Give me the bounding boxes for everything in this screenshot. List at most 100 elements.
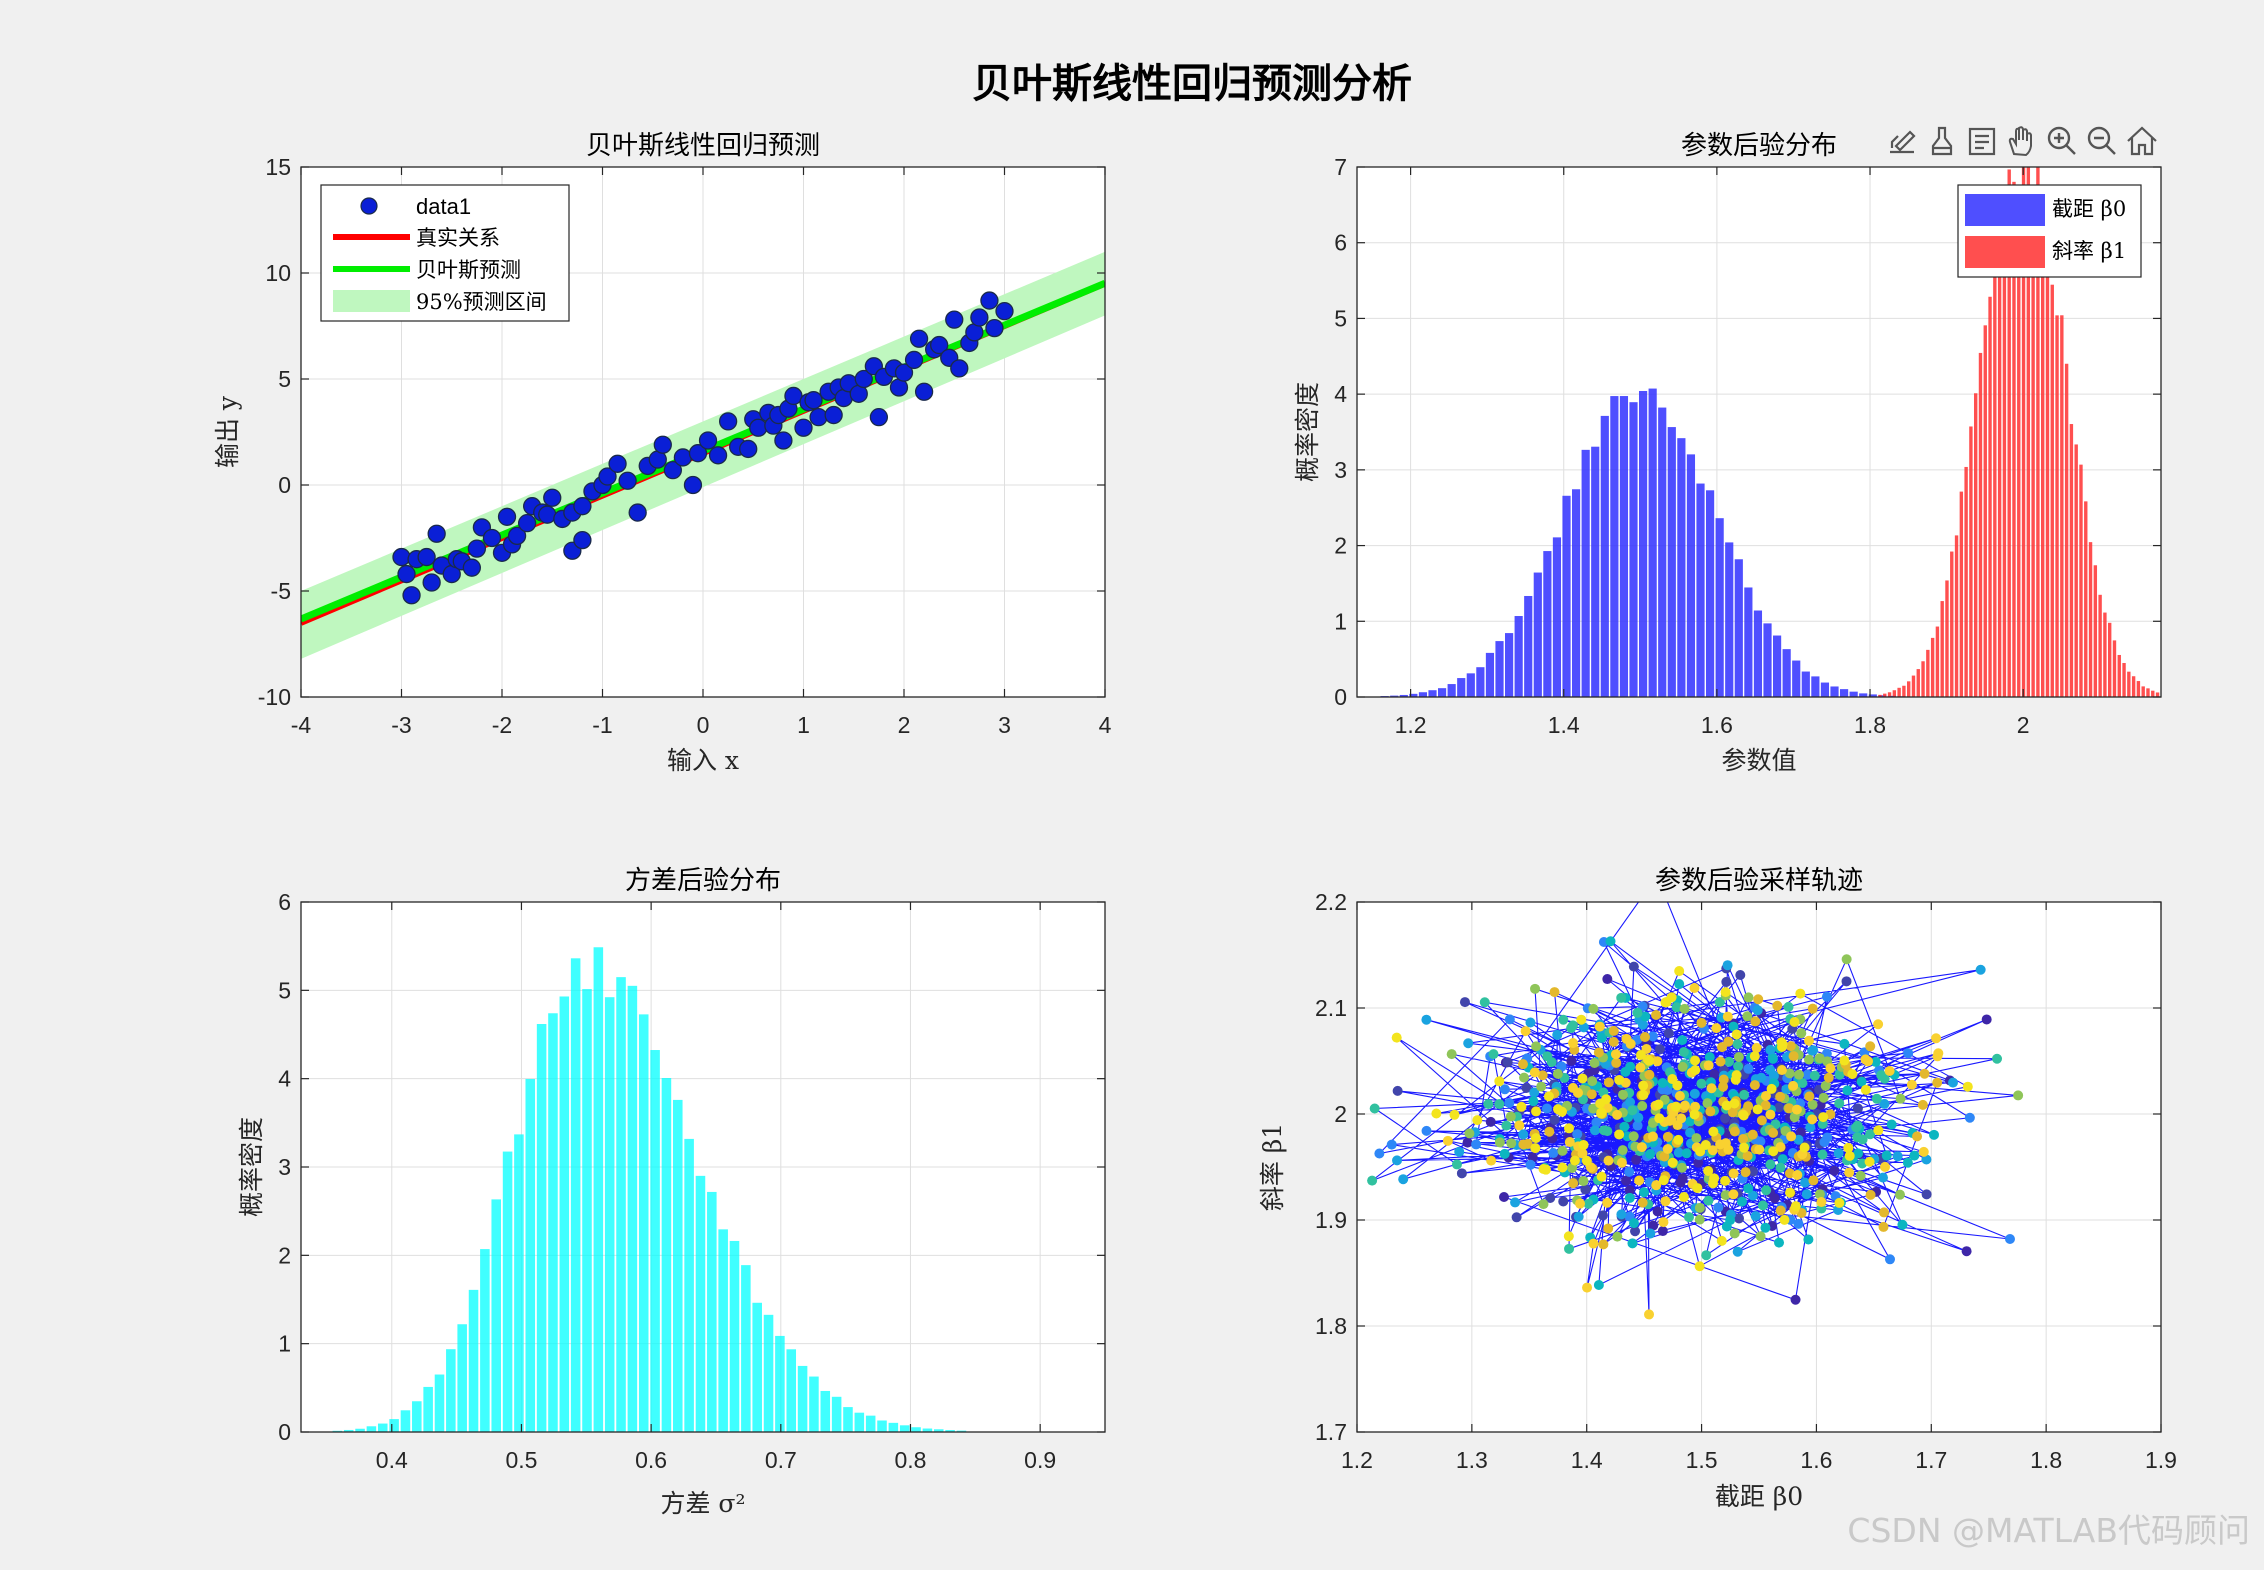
variance-hist-bar bbox=[548, 1013, 558, 1432]
axes-variance-posterior[interactable]: 0.4 0.5 0.6 0.7 0.8 0.9 0 1 2 3 4 5 6 方差后验分布 方差 σ² 概… bbox=[237, 866, 1106, 1518]
variance-hist-bar bbox=[741, 1265, 751, 1432]
trace-sample-point bbox=[1563, 1231, 1574, 1242]
intercept-hist-bar bbox=[1696, 483, 1705, 697]
trace-sample-point bbox=[1919, 1068, 1930, 1079]
x-tick-label: 1.8 bbox=[1854, 712, 1886, 738]
slope-hist-bar bbox=[1950, 551, 1954, 697]
x-tick-label: 1.9 bbox=[2145, 1447, 2177, 1473]
trace-sample-point bbox=[1610, 1049, 1621, 1060]
data-point bbox=[397, 564, 416, 584]
trace-sample-point bbox=[1876, 1070, 1887, 1081]
trace-sample-point bbox=[1517, 1059, 1528, 1070]
intercept-hist-bar bbox=[1849, 691, 1858, 697]
y-tick-label: -5 bbox=[271, 578, 291, 604]
trace-sample-point bbox=[1590, 1125, 1601, 1136]
trace-sample-point bbox=[1647, 1131, 1658, 1142]
slope-hist-bar bbox=[2079, 464, 2083, 697]
trace-sample-point bbox=[1674, 1091, 1685, 1102]
param-xlabel: 参数值 bbox=[1721, 746, 1796, 775]
slope-hist-bar bbox=[2084, 501, 2088, 697]
trace-sample-point bbox=[1757, 1200, 1768, 1211]
data-point bbox=[653, 435, 672, 454]
trace-sample-point bbox=[1520, 1026, 1531, 1037]
x-tick-label: 1 bbox=[797, 712, 810, 738]
trace-sample-point bbox=[1451, 1159, 1462, 1170]
trace-sample-point bbox=[1839, 1038, 1850, 1049]
x-tick-label: 0.8 bbox=[894, 1447, 926, 1473]
data-point bbox=[970, 308, 989, 327]
data-point bbox=[543, 488, 562, 507]
trace-sample-point bbox=[1386, 1139, 1397, 1150]
trace-sample-point bbox=[1608, 1025, 1619, 1036]
intercept-hist-bar bbox=[1782, 649, 1791, 697]
prediction-ylabel: 输出 y bbox=[213, 395, 242, 468]
variance-hist-bar bbox=[718, 1229, 728, 1432]
intercept-hist-bar bbox=[1830, 686, 1839, 697]
trace-sample-point bbox=[1573, 1211, 1584, 1222]
trace-sample-point bbox=[1531, 1041, 1542, 1052]
trace-sample-point bbox=[1852, 1103, 1863, 1114]
zoom-out-icon[interactable] bbox=[2084, 124, 2120, 158]
pan-icon[interactable] bbox=[2004, 124, 2040, 158]
x-tick-label: 2 bbox=[898, 712, 911, 738]
trace-sample-point bbox=[1860, 1084, 1871, 1095]
axes-trace[interactable]: 1.2 1.3 1.4 1.5 1.6 1.7 1.8 1.9 1.7 1.8 1.9 2 2.1 2.2… bbox=[1258, 866, 2177, 1511]
trace-sample-point bbox=[1729, 1098, 1740, 1109]
trace-sample-point bbox=[1541, 1103, 1552, 1114]
trace-sample-point bbox=[1784, 1103, 1795, 1114]
variance-hist-bar bbox=[831, 1396, 842, 1432]
trace-sample-point bbox=[1663, 1028, 1674, 1039]
trace-sample-point bbox=[1544, 1126, 1555, 1137]
trace-sample-point bbox=[1511, 1212, 1522, 1223]
trace-sample-point bbox=[1670, 1101, 1681, 1112]
trace-sample-point bbox=[1602, 974, 1613, 985]
trace-sample-point bbox=[1459, 997, 1470, 1008]
trace-sample-point bbox=[1752, 1005, 1763, 1016]
data-point bbox=[739, 439, 758, 459]
slope-hist-bar bbox=[1926, 649, 1930, 697]
param-ylabel: 概率密度 bbox=[1293, 382, 1322, 482]
slope-hist-bar bbox=[2146, 688, 2150, 697]
trace-sample-point bbox=[1841, 954, 1852, 965]
data-point bbox=[507, 526, 527, 546]
trace-sample-point bbox=[1839, 1055, 1850, 1066]
brush-icon[interactable] bbox=[1924, 124, 1960, 158]
variance-hist-bar bbox=[956, 1430, 967, 1432]
trace-sample-point bbox=[1739, 1089, 1750, 1100]
trace-sample-point bbox=[1703, 1165, 1714, 1176]
trace-sample-point bbox=[1672, 1120, 1683, 1131]
variance-hist-bar bbox=[843, 1407, 853, 1432]
x-tick-label: 1.3 bbox=[1456, 1447, 1488, 1473]
slope-hist-bar bbox=[1916, 669, 1920, 697]
trace-sample-point bbox=[1374, 1148, 1385, 1159]
zoom-in-icon[interactable] bbox=[2044, 124, 2080, 158]
intercept-hist-bar bbox=[1792, 660, 1801, 697]
trace-sample-point bbox=[1568, 1038, 1579, 1049]
intercept-hist-bar bbox=[1878, 695, 1887, 697]
trace-sample-point bbox=[1644, 1069, 1655, 1080]
datatip-icon[interactable] bbox=[1964, 124, 2000, 158]
trace-sample-point bbox=[1666, 992, 1677, 1003]
trace-sample-point bbox=[1880, 1161, 1891, 1172]
trace-sample-point bbox=[1749, 1080, 1760, 1091]
axes-param-posterior[interactable]: 1.2 1.4 1.6 1.8 2 0 1 2 3 4 5 6 7 参数后验分布 参数值 概率密度 截距… bbox=[1293, 131, 2162, 775]
export-icon[interactable] bbox=[1884, 124, 1920, 158]
trace-sample-point bbox=[1543, 1091, 1554, 1102]
trace-sample-point bbox=[1870, 1056, 1881, 1067]
home-icon[interactable] bbox=[2124, 124, 2160, 158]
trace-sample-point bbox=[1566, 1055, 1577, 1066]
trace-sample-point bbox=[1614, 1074, 1625, 1085]
trace-sample-point bbox=[1593, 1047, 1604, 1058]
trace-sample-point bbox=[1844, 1150, 1855, 1161]
intercept-hist-bar bbox=[1390, 695, 1399, 697]
trace-sample-point bbox=[1653, 1099, 1664, 1110]
slope-hist-bar bbox=[2093, 565, 2098, 697]
axes-trace-ticks: 1.2 1.3 1.4 1.5 1.6 1.7 1.8 1.9 1.7 1.8 1.9 2 2.1 2.2 bbox=[1315, 889, 2177, 1473]
legend-data1-marker bbox=[360, 197, 378, 215]
trace-sample-point bbox=[1743, 1183, 1754, 1194]
prediction-legend[interactable]: data1 真实关系 贝叶斯预测 95%预测区间 bbox=[320, 184, 570, 322]
trace-sample-point bbox=[1603, 1155, 1614, 1166]
param-legend[interactable]: 截距 β0 斜率 β1 bbox=[1957, 184, 2142, 278]
trace-sample-point bbox=[1841, 976, 1852, 987]
